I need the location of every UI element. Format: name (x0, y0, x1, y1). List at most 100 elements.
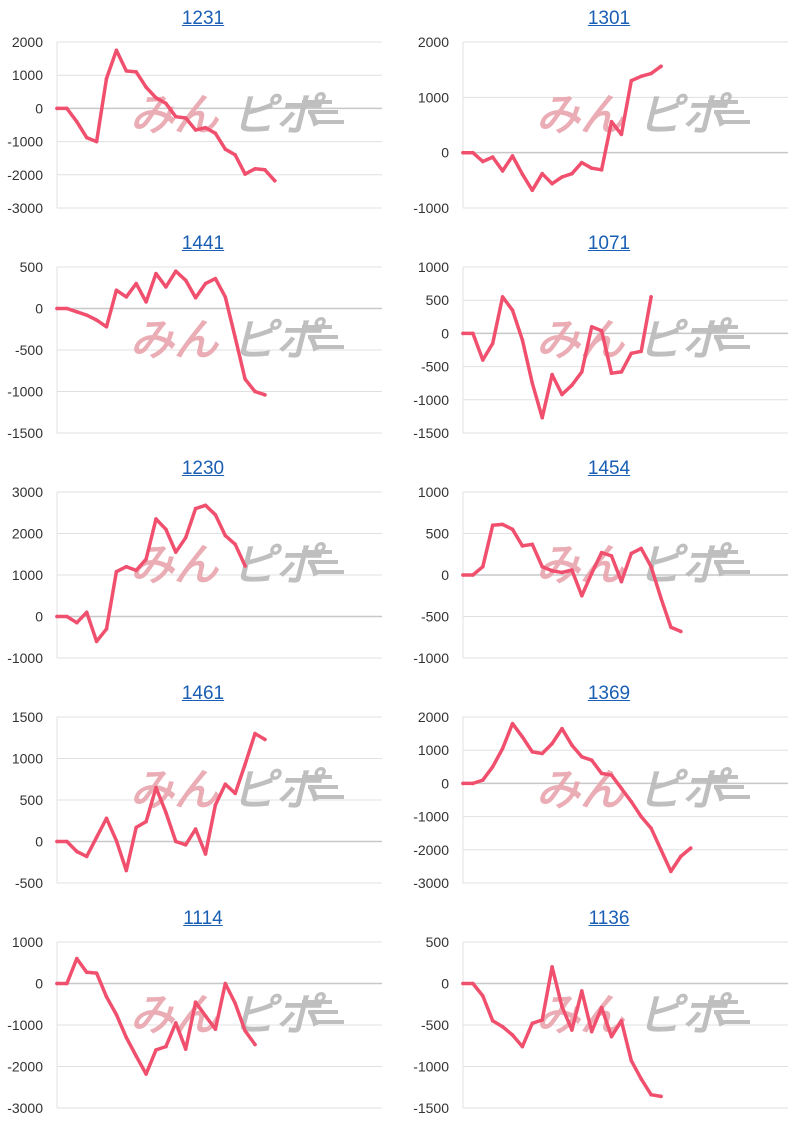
data-point (263, 393, 267, 397)
chart-panel-1114: 1000 0 -1000 -2000 -3000 みん ピポ 1114 (0, 900, 406, 1125)
data-point (589, 324, 594, 329)
data-point (65, 614, 69, 619)
data-point (144, 1072, 148, 1076)
chart-title-link[interactable]: 1114 (183, 908, 223, 929)
data-point (570, 743, 574, 748)
data-point (589, 166, 594, 170)
y-tick-label: 1000 (12, 934, 43, 950)
data-point (213, 276, 218, 281)
chart-1301: 2000 1000 0 -1000 みん ピポ (413, 34, 788, 216)
data-point (84, 313, 89, 317)
data-point (144, 819, 148, 824)
data-point (540, 751, 544, 756)
chart-title-link[interactable]: 1230 (181, 458, 225, 479)
watermark-logo: みん ピポ (536, 540, 750, 591)
data-point (530, 188, 535, 193)
data-point (164, 810, 168, 815)
y-tick-label: -1000 (7, 1017, 43, 1033)
data-point (183, 116, 188, 120)
chart-1136: 500 0 -500 -1000 -1500 みん ピポ (413, 934, 788, 1116)
data-point (154, 95, 158, 100)
watermark-logo: みん ピポ (536, 90, 750, 141)
chart-title-link[interactable]: 1071 (587, 233, 631, 254)
svg-text:みん: みん (130, 765, 220, 816)
data-point (530, 1021, 535, 1026)
data-point (471, 981, 475, 986)
chart-title-link[interactable]: 1301 (587, 8, 631, 29)
data-point (94, 318, 99, 322)
data-point (114, 569, 119, 574)
y-tick-label: -500 (421, 1017, 449, 1033)
chart-1454: 1000 500 0 -500 -1000 みん ピポ (413, 484, 788, 666)
data-point (659, 848, 663, 852)
data-point (94, 835, 99, 840)
data-point (500, 746, 505, 751)
y-tick-label: -1000 (413, 650, 449, 666)
data-point (223, 533, 228, 538)
data-point (213, 513, 218, 517)
chart-title-link[interactable]: 1369 (587, 683, 631, 704)
data-point (174, 114, 178, 119)
data-point (243, 377, 247, 381)
data-point (500, 295, 505, 299)
data-point (481, 778, 485, 782)
data-point (540, 1018, 544, 1022)
y-tick-label: 1000 (12, 67, 43, 83)
y-tick-label: -500 (15, 342, 43, 358)
data-point (619, 1019, 624, 1023)
svg-text:みん: みん (536, 90, 626, 141)
data-point (550, 741, 554, 746)
data-point (104, 627, 109, 631)
data-point (609, 371, 614, 376)
data-point (193, 506, 198, 511)
chart-panel-1441: 500 0 -500 -1000 -1500 みん ピポ 1441 (0, 225, 406, 450)
chart-title-link[interactable]: 1231 (181, 8, 225, 29)
data-point (570, 1028, 574, 1032)
data-point (223, 295, 228, 299)
data-point (649, 564, 653, 569)
data-point (560, 175, 564, 179)
data-point (629, 799, 634, 804)
data-point (104, 324, 109, 329)
data-point (580, 989, 584, 993)
data-point (193, 128, 198, 132)
data-point (490, 765, 495, 769)
data-point (669, 869, 673, 874)
data-point (114, 838, 119, 843)
data-point (124, 868, 129, 873)
y-tick-label: -1000 (7, 650, 43, 666)
chart-title-link[interactable]: 1136 (588, 908, 630, 929)
series-line (55, 503, 247, 644)
data-point (94, 971, 99, 975)
y-tick-label: -1500 (7, 425, 43, 441)
data-point (510, 1033, 515, 1037)
data-point (639, 814, 643, 819)
data-point (75, 620, 79, 625)
data-point (659, 64, 663, 69)
data-point (649, 295, 653, 299)
data-point (490, 523, 495, 527)
svg-text:ピポ: ピポ (638, 765, 733, 816)
chart-panel-1230: 3000 2000 1000 0 -1000 みん ピポ 1230 (0, 450, 406, 675)
y-tick-label: -3000 (7, 1100, 43, 1116)
chart-1369: 2000 1000 0 -1000 -2000 -3000 みん ピポ (413, 709, 788, 891)
y-tick-label: 3000 (12, 484, 43, 500)
data-point (75, 956, 79, 961)
y-tick-label: -2000 (413, 842, 449, 858)
y-tick-label: 1000 (12, 567, 43, 583)
data-point (550, 569, 554, 573)
y-tick-label: -1000 (413, 809, 449, 825)
chart-title-link[interactable]: 1441 (181, 233, 225, 254)
data-point (134, 70, 138, 74)
chart-title-link[interactable]: 1461 (181, 683, 225, 704)
data-point (649, 826, 653, 831)
data-point (580, 755, 584, 759)
data-point (490, 1019, 495, 1023)
data-point (619, 132, 624, 137)
y-tick-label: 500 (426, 526, 450, 542)
data-point (164, 101, 168, 106)
y-tick-label: 2000 (12, 34, 43, 50)
y-tick-label: -1000 (7, 384, 43, 400)
data-point (471, 573, 475, 577)
chart-title-link[interactable]: 1454 (587, 458, 631, 479)
